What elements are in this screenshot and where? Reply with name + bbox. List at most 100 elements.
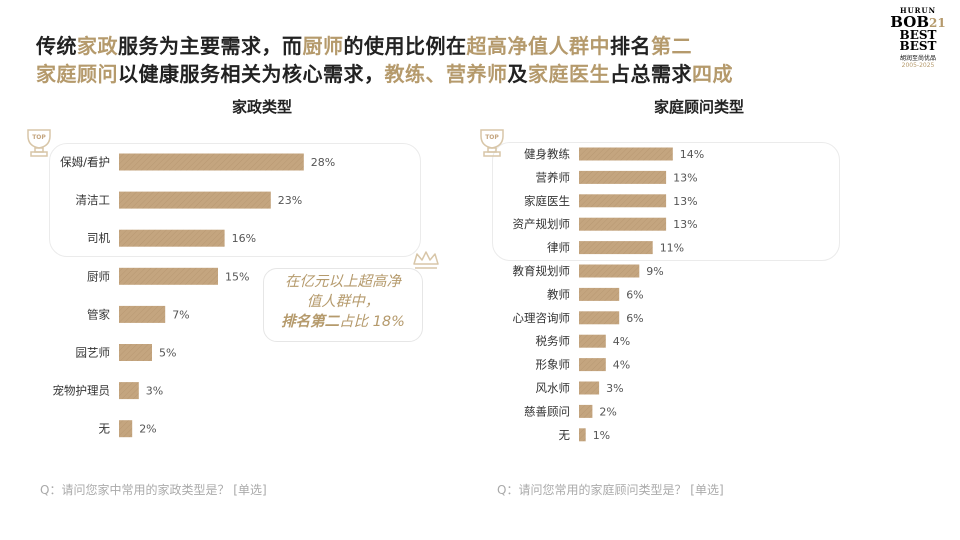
value-label: 13% xyxy=(673,218,697,231)
headline-line-2-segment-3: 及 xyxy=(507,62,528,86)
value-label: 3% xyxy=(606,382,623,395)
bar xyxy=(119,267,218,285)
category-label: 厨师 xyxy=(87,269,110,283)
callout-bold: 排名第二 xyxy=(281,314,340,330)
logo-years: 2005-2025 xyxy=(901,62,935,69)
right-chart-title: 家庭顾问类型 xyxy=(654,98,745,116)
callout-rest: 占比 18% xyxy=(339,314,405,330)
category-label: 税务师 xyxy=(536,334,571,348)
logo-best-1: BEST xyxy=(899,28,937,42)
bar xyxy=(119,420,133,438)
value-label: 5% xyxy=(159,347,176,360)
headline-line-2-segment-4: 家庭医生 xyxy=(528,62,610,86)
right-question: Q：请问您常用的家庭顾问类型是？ [单选] xyxy=(497,483,724,497)
top-badge-left-text: TOP xyxy=(32,134,46,141)
value-label: 4% xyxy=(613,335,630,348)
value-label: 6% xyxy=(626,312,643,325)
value-label: 28% xyxy=(311,156,335,169)
top-badge-left: TOP xyxy=(27,129,51,157)
headline-line-1-segment-6: 排名 xyxy=(610,34,651,58)
value-label: 4% xyxy=(613,359,630,372)
logo-brand: BOB21 xyxy=(890,13,946,31)
category-label: 健身教练 xyxy=(524,147,570,161)
category-label: 家庭医生 xyxy=(524,194,570,208)
callout-box xyxy=(263,268,423,342)
category-label: 无 xyxy=(559,428,571,442)
callout-line-1: 在亿元以上超高净 xyxy=(285,274,401,290)
callout-text: 在亿元以上超高净 值人群中， 排名第二占比 18% xyxy=(267,272,419,332)
callout-line-3: 排名第二占比 18% xyxy=(267,312,419,332)
category-label: 心理咨询师 xyxy=(513,311,571,325)
headline-line-1-segment-3: 厨师 xyxy=(302,34,344,58)
bar xyxy=(579,147,673,161)
left-top-highlight xyxy=(49,143,421,257)
bar xyxy=(579,358,606,372)
left-bar-chart: 保姆/看护 28% 清洁工 23% 司机 16% 厨师 15% 管家 7% 园艺师 5% 宠物护理员 3%… xyxy=(53,153,335,438)
category-label: 清洁工 xyxy=(76,193,111,207)
crown-icon xyxy=(413,251,439,269)
headline-line-1: 传统家政服务为主要需求，而厨师的使用比例在超高净值人群中排名第二 xyxy=(36,30,692,59)
category-label: 保姆/看护 xyxy=(60,155,110,169)
bar xyxy=(579,311,620,325)
headline-line-2-segment-2: 教练、营养师 xyxy=(384,62,508,86)
category-label: 风水师 xyxy=(536,381,571,395)
value-label: 16% xyxy=(232,232,256,245)
headline-line-1-segment-5: 超高净值人群中 xyxy=(466,34,610,58)
headline-line-1-segment-7: 第二 xyxy=(651,34,692,58)
bar xyxy=(579,287,620,301)
bar xyxy=(119,305,166,323)
bar xyxy=(579,264,640,278)
logo-brand-text: BOB xyxy=(890,13,929,31)
category-label: 营养师 xyxy=(536,170,571,184)
value-label: 9% xyxy=(646,265,663,278)
bar xyxy=(579,381,600,395)
right-bar-chart: 健身教练 14% 营养师 13% 家庭医生 13% 资产规划师 13% 律师 11% 教育规划师 9%… xyxy=(513,147,705,442)
headline-line-2-segment-1: 以健康服务相关为核心需求， xyxy=(118,62,385,86)
logo-subtitle: 胡润至尚优品 xyxy=(899,55,936,62)
category-label: 园艺师 xyxy=(76,346,111,360)
headline-line-2-segment-0: 家庭顾问 xyxy=(36,62,118,86)
headline-line-2-segment-5: 占总需求 xyxy=(610,62,692,86)
value-label: 15% xyxy=(225,270,249,283)
category-label: 形象师 xyxy=(536,358,571,372)
category-label: 管家 xyxy=(87,307,110,321)
bar xyxy=(119,382,139,400)
headline-line-1-segment-1: 家政 xyxy=(77,34,118,58)
bar xyxy=(579,241,653,255)
value-label: 14% xyxy=(680,148,704,161)
bar xyxy=(579,334,606,348)
value-label: 7% xyxy=(172,308,189,321)
value-label: 2% xyxy=(599,405,616,418)
bar xyxy=(119,344,152,361)
left-question: Q：请问您家中常用的家政类型是？ [单选] xyxy=(40,483,267,497)
value-label: 2% xyxy=(139,423,156,436)
value-label: 3% xyxy=(146,385,163,398)
category-label: 司机 xyxy=(87,231,110,245)
top-badge-right-text: TOP xyxy=(485,134,499,141)
headline-line-2: 家庭顾问以健康服务相关为核心需求，教练、营养师及家庭医生占总需求四成 xyxy=(36,58,733,87)
right-top-highlight xyxy=(492,142,840,261)
category-label: 慈善顾问 xyxy=(524,404,570,418)
logo-number: 21 xyxy=(929,16,946,30)
category-label: 教师 xyxy=(547,287,570,301)
headline-line-1-segment-0: 传统 xyxy=(36,34,77,58)
bar xyxy=(119,229,225,247)
value-label: 6% xyxy=(626,288,643,301)
category-label: 宠物护理员 xyxy=(53,384,111,398)
headline-line-2-segment-6: 四成 xyxy=(692,62,733,86)
bar xyxy=(579,217,667,231)
value-label: 23% xyxy=(278,194,302,207)
value-label: 13% xyxy=(673,195,697,208)
bar xyxy=(579,170,667,184)
bar xyxy=(119,191,271,209)
category-label: 教育规划师 xyxy=(513,264,571,278)
headline-line-1-segment-4: 的使用比例在 xyxy=(343,34,467,58)
bar xyxy=(579,404,593,418)
category-label: 无 xyxy=(99,422,111,436)
callout-line-2: 值人群中， xyxy=(306,294,380,310)
category-label: 资产规划师 xyxy=(513,217,571,231)
value-label: 13% xyxy=(673,171,697,184)
bar xyxy=(579,428,586,442)
logo-top-text: HURUN xyxy=(899,6,937,15)
